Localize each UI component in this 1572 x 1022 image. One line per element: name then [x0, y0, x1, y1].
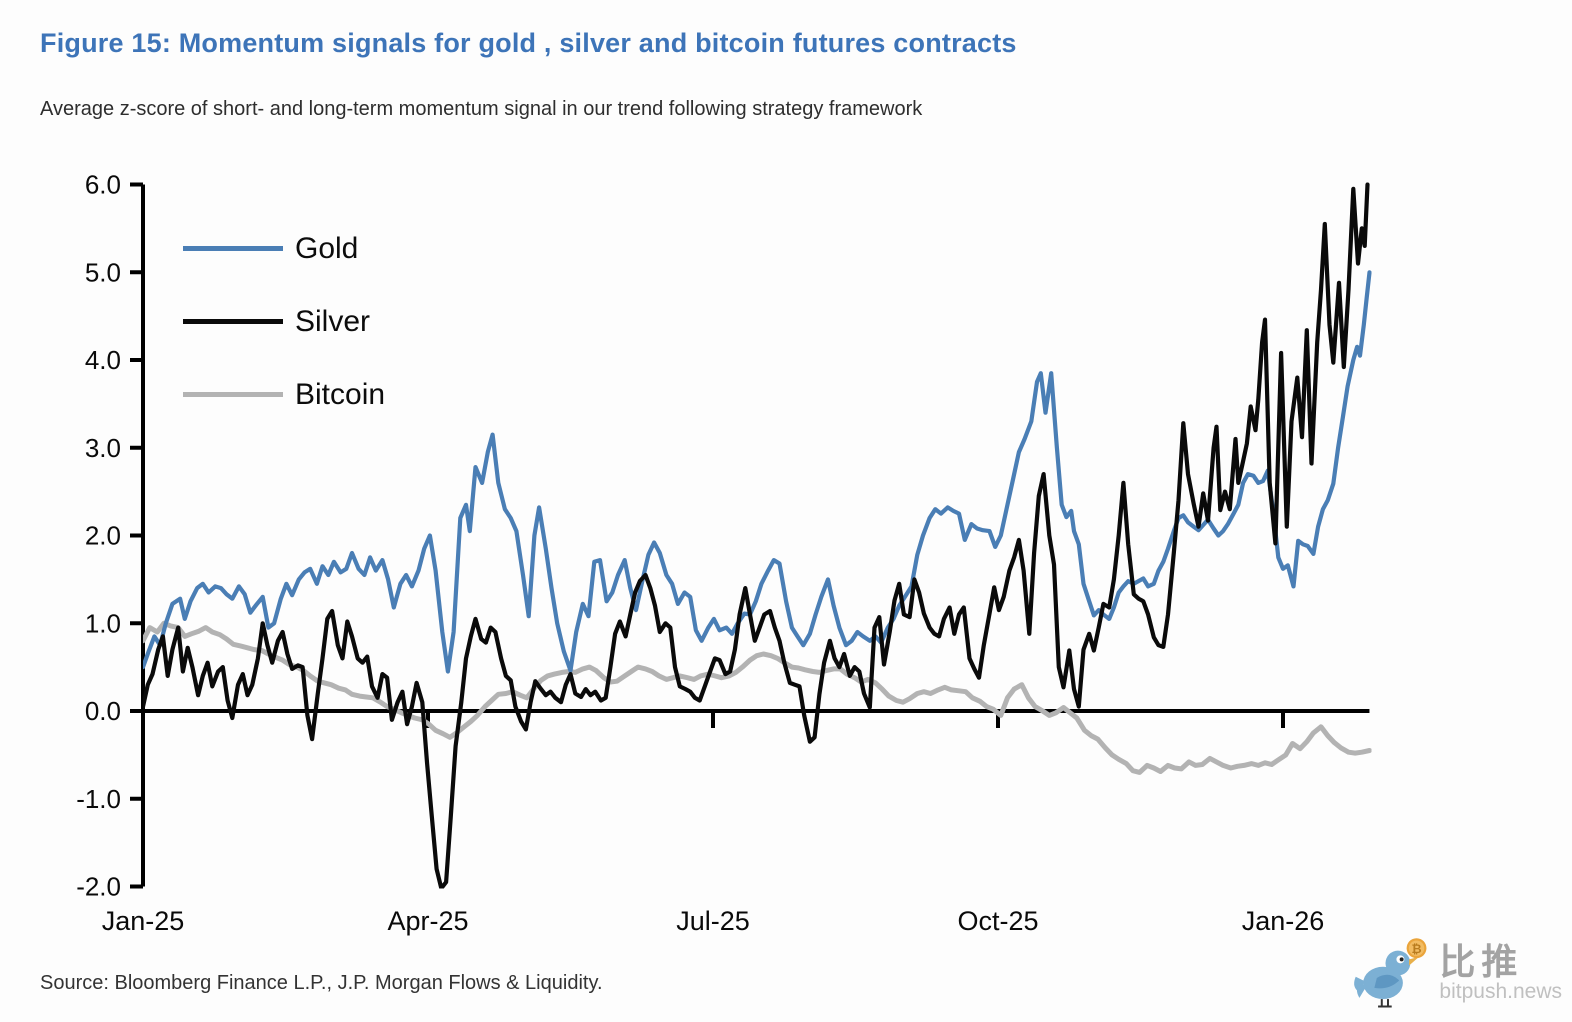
legend-item-silver: Silver — [183, 285, 385, 358]
x-tick-label: Jan-26 — [1242, 906, 1325, 936]
watermark-domain: bitpush.news — [1439, 979, 1562, 1003]
svg-text:₿: ₿ — [1411, 942, 1421, 956]
y-tick-label: 4.0 — [85, 345, 121, 375]
bird-with-bitcoin-icon: ₿ — [1354, 938, 1427, 1008]
y-tick-label: 0.0 — [85, 696, 121, 726]
y-tick-label: 3.0 — [85, 433, 121, 463]
legend-item-gold: Gold — [183, 212, 385, 285]
y-tick-label: -1.0 — [76, 784, 121, 814]
bitcoin-line-swatch — [183, 392, 283, 397]
chart-subtitle: Average z-score of short- and long-term … — [40, 98, 923, 120]
silver-series-line — [143, 182, 1370, 889]
source-attribution: Source: Bloomberg Finance L.P., J.P. Mor… — [40, 972, 603, 994]
y-tick-label: -2.0 — [76, 872, 121, 902]
legend-label-gold: Gold — [295, 231, 359, 265]
page-title: Figure 15: Momentum signals for gold , s… — [40, 28, 1017, 58]
x-tick-label: Jul-25 — [676, 906, 750, 936]
legend-label-silver: Silver — [295, 304, 371, 338]
legend-item-bitcoin: Bitcoin — [183, 358, 385, 431]
gold-line-swatch — [183, 246, 283, 251]
y-tick-label: 6.0 — [85, 170, 121, 200]
x-tick-label: Oct-25 — [957, 906, 1038, 936]
legend-label-bitcoin: Bitcoin — [295, 377, 386, 411]
gold-series-line — [143, 270, 1372, 674]
x-tick-label: Jan-25 — [102, 906, 185, 936]
y-tick-label: 2.0 — [85, 521, 121, 551]
x-tick-label: Apr-25 — [387, 906, 468, 936]
y-tick-label: 1.0 — [85, 608, 121, 638]
watermark-cn-name: 比推 — [1439, 941, 1524, 983]
y-tick-label: 5.0 — [85, 257, 121, 287]
silver-line-swatch — [183, 319, 283, 324]
chart-legend: Gold Silver Bitcoin — [183, 212, 385, 431]
bitcoin-series-line — [143, 620, 1372, 775]
bitpush-watermark: ₿ 比推 bitpush.news — [1352, 930, 1562, 1016]
